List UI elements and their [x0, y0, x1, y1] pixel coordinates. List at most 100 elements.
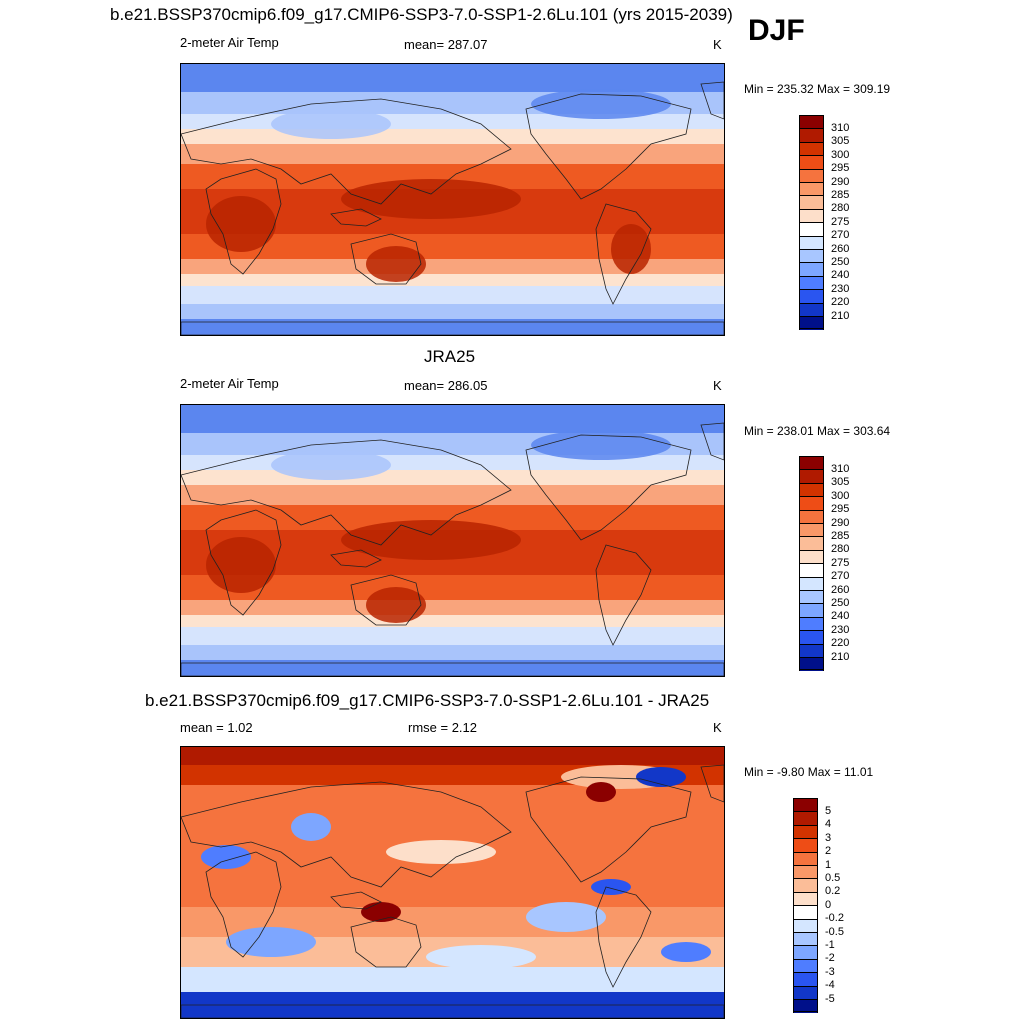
coastline-greenland: [700, 422, 724, 461]
colorbar-tick-label: 2: [825, 845, 832, 858]
colorbar-tick-label: 0.2: [825, 885, 841, 898]
coastline-africa: [205, 509, 282, 616]
coastline-eurasia: [181, 439, 512, 546]
colorbar-tick-label: 305: [831, 135, 850, 148]
colorbar-tick-label: 250: [831, 255, 850, 268]
colorbar-tick-label: 1: [825, 858, 832, 871]
temperature-blob: [271, 109, 391, 139]
season-label: DJF: [748, 14, 805, 47]
colorbar-swatch: [799, 603, 824, 618]
coastline-australia: [350, 233, 422, 285]
colorbar-tick-label: 220: [831, 637, 850, 650]
colorbar-tick-label: 310: [831, 121, 850, 134]
colorbar-tick-label: 285: [831, 529, 850, 542]
temperature-band: [181, 405, 724, 433]
colorbar-swatch: [799, 590, 824, 604]
colorbar-tick-label: -2: [825, 952, 835, 965]
colorbar-tick-label: -0.5: [825, 925, 844, 938]
colorbar-swatch: [793, 985, 818, 1000]
diff-anomaly-blob: [426, 945, 536, 969]
colorbar-swatch: [793, 945, 818, 960]
colorbar-swatch: [799, 563, 824, 578]
temperature-blob: [531, 89, 671, 119]
temperature-blob: [271, 450, 391, 480]
colorbar-swatch: [793, 891, 818, 906]
temperature-band: [181, 627, 724, 645]
colorbar-tick-label: 5: [825, 804, 832, 817]
colorbar-swatch: [799, 235, 824, 250]
coastline-north-america: [525, 93, 692, 200]
colorbar-tick-label: 4: [825, 818, 832, 831]
panel3-rmse-label: rmse = 2.12: [408, 720, 478, 735]
coastline-greenland: [700, 81, 724, 120]
colorbar-tick-label: 0.5: [825, 871, 841, 884]
temperature-blob: [531, 430, 671, 460]
colorbar-tick-label: 3: [825, 831, 832, 844]
coastline-antarctica: [181, 662, 724, 676]
panel1-minmax: Min = 235.32 Max = 309.19: [744, 82, 891, 96]
colorbar-tick-label: 270: [831, 570, 850, 583]
colorbar-swatch: [793, 838, 818, 853]
temperature-band: [181, 319, 724, 335]
coastline-antarctica: [181, 321, 724, 335]
colorbar-tick-label: 310: [831, 462, 850, 475]
temperature-blob: [366, 587, 426, 623]
colorbar-tick-label: 275: [831, 215, 850, 228]
colorbar-swatch: [799, 262, 824, 277]
colorbar-swatch: [793, 798, 818, 812]
panel1-variable-label: 2-meter Air Temp: [180, 35, 279, 50]
colorbar-swatch: [799, 128, 824, 143]
panel3-title: b.e21.BSSP370cmip6.f09_g17.CMIP6-SSP3-7.…: [145, 691, 710, 710]
colorbar-tick-label: 290: [831, 516, 850, 529]
colorbar-tick-label: 300: [831, 148, 850, 161]
colorbar-tick-label: 305: [831, 476, 850, 489]
colorbar-tick-label: 280: [831, 202, 850, 215]
colorbar-swatch: [793, 851, 818, 866]
colorbar-tick-label: -3: [825, 965, 835, 978]
colorbar-tick-label: 295: [831, 503, 850, 516]
coastline-maritime: [330, 891, 382, 910]
diff-anomaly-blob: [291, 813, 331, 841]
temperature-blob: [366, 246, 426, 282]
colorbar-tick-label: 230: [831, 282, 850, 295]
coastline-south-america: [595, 886, 652, 988]
panel3-mean-label: mean = 1.02: [180, 720, 253, 735]
panel2-units-label: K: [713, 378, 722, 393]
colorbar-swatch: [799, 643, 824, 658]
panel1-mean-label: mean= 287.07: [404, 37, 488, 52]
colorbar-tick-label: 290: [831, 175, 850, 188]
colorbar-swatch: [799, 482, 824, 497]
colorbar-swatch: [799, 289, 824, 304]
coastline-south-america: [595, 544, 652, 646]
colorbar-tick-label: 220: [831, 296, 850, 309]
colorbar-tick-label: 285: [831, 188, 850, 201]
colorbar-swatch: [793, 972, 818, 987]
colorbar-tick-label: 210: [831, 650, 850, 663]
colorbar-tick-label: -5: [825, 992, 835, 1005]
colorbar-swatch: [793, 811, 818, 826]
diff-anomaly-blob: [591, 879, 631, 895]
temperature-band: [181, 144, 724, 164]
coastline-north-america: [525, 776, 692, 883]
colorbar-swatch: [799, 576, 824, 591]
diff-anomaly-blob: [201, 845, 251, 869]
colorbar-tick-label: -0.2: [825, 912, 844, 925]
colorbar-tick-label: 230: [831, 623, 850, 636]
colorbar-swatch: [799, 469, 824, 484]
diff-anomaly-blob: [586, 782, 616, 802]
temperature-blob: [341, 179, 521, 219]
panel2-map-svg: [181, 405, 724, 676]
temperature-band: [181, 129, 724, 144]
coastline-maritime: [330, 208, 382, 227]
diff-anomaly-blob: [361, 902, 401, 922]
colorbar-swatch: [799, 509, 824, 524]
colorbar-tick-label: 260: [831, 583, 850, 596]
coastline-africa: [205, 168, 282, 275]
colorbar-swatch: [799, 316, 824, 330]
temperature-band: [181, 575, 724, 600]
colorbar-tick-label: 250: [831, 596, 850, 609]
temperature-band: [181, 286, 724, 304]
coastline-antarctica: [181, 1004, 724, 1018]
colorbar-swatch: [799, 302, 824, 317]
colorbar-tick-label: 240: [831, 610, 850, 623]
